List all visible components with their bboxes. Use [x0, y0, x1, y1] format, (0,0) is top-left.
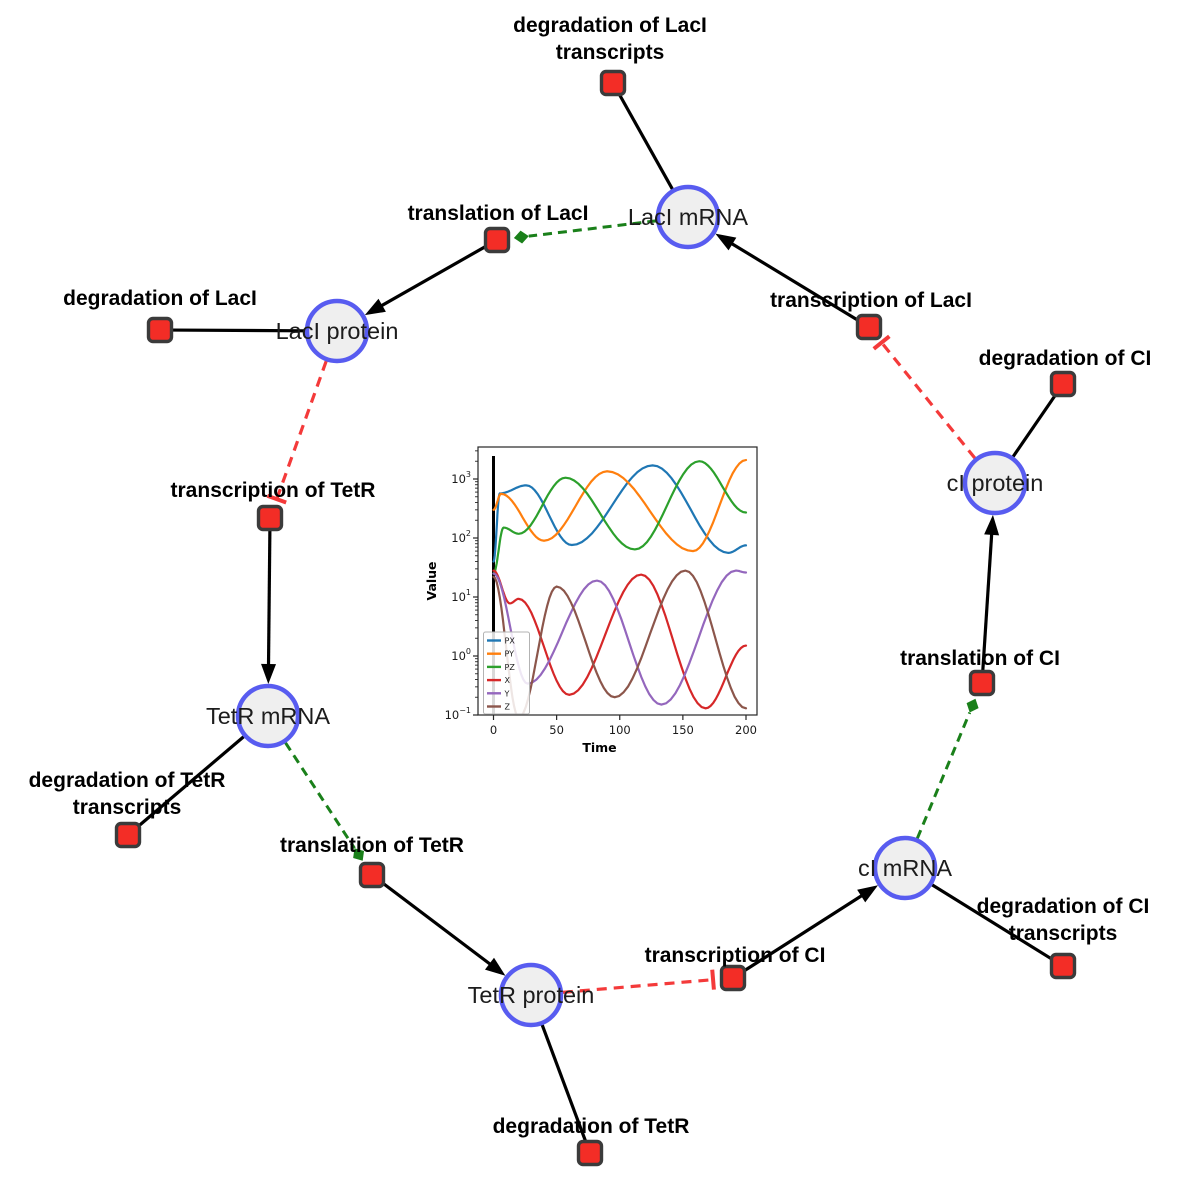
edge-ci-mrna-to-translation-ci-diamond-head: [966, 698, 979, 713]
edge-translation-ci-to-ci-protein-arrowhead: [984, 514, 1000, 536]
reaction-node-deg-laci: [146, 316, 174, 344]
reaction-node-translation-laci: [483, 226, 511, 254]
edge-transcription-tetr-to-tetr-mrna-arrowhead: [261, 663, 277, 685]
edge-transcription-laci-to-laci-mrna-arrowhead: [715, 233, 737, 251]
chart-xlabel: Time: [582, 740, 616, 755]
reaction-label-deg-ci-tx: degradation of CI transcripts: [977, 895, 1150, 945]
y-tick-label: 10−1: [445, 706, 471, 722]
chart-axes-frame: [477, 446, 758, 716]
species-label-laci-mrna: LacI mRNA: [628, 204, 748, 230]
reaction-label-translation-ci: translation of CI: [900, 647, 1060, 670]
reaction-node-translation-ci: [968, 669, 996, 697]
x-tick-label: 100: [609, 723, 631, 737]
legend-label-PX: PX: [505, 637, 516, 646]
x-tick-label: 50: [549, 723, 564, 737]
reaction-node-deg-tetr-tx: [114, 821, 142, 849]
species-labels-layer: LacI mRNA LacI protein cI protein TetR mRNA…: [206, 204, 1043, 1008]
species-label-ci-protein: cI protein: [947, 470, 1044, 496]
reaction-node-transcription-ci: [719, 964, 747, 992]
legend-label-PY: PY: [505, 650, 515, 659]
y-tick-label: 100: [451, 647, 471, 663]
edge-laci-protein-to-deg-laci: [171, 328, 306, 333]
reaction-node-deg-tetr: [576, 1139, 604, 1167]
edge-laci-mrna-to-translation-laci: [528, 219, 657, 238]
edge-translation-tetr-to-tetr-protein: [380, 880, 493, 967]
edge-tetr-protein-to-transcription-ci-tee-head: [710, 969, 716, 990]
edge-translation-tetr-to-tetr-protein-arrowhead: [484, 957, 506, 976]
species-node-laci-mrna: [655, 184, 721, 250]
edge-ci-protein-to-transcription-laci: [880, 341, 977, 460]
reaction-label-transcription-laci: transcription of LacI: [770, 289, 972, 312]
species-label-ci-mrna: cI mRNA: [858, 855, 952, 881]
edge-ci-mrna-to-translation-ci: [915, 711, 972, 840]
edge-ci-protein-to-transcription-laci-tee-head: [872, 334, 891, 351]
edge-laci-mrna-to-translation-laci-diamond-head: [513, 230, 529, 244]
edge-transcription-ci-to-ci-mrna: [742, 893, 865, 973]
reaction-node-deg-ci: [1049, 370, 1077, 398]
y-tick-label: 101: [451, 588, 471, 604]
reaction-node-deg-laci-tx: [599, 69, 627, 97]
species-label-laci-protein: LacI protein: [276, 318, 399, 344]
edge-laci-protein-to-transcription-tetr: [275, 360, 328, 500]
y-tick-label: 102: [451, 529, 471, 545]
edge-tetr-mrna-to-deg-tetr-tx: [136, 735, 245, 829]
x-tick-label: 0: [490, 723, 497, 737]
chart-series-PY: [492, 458, 748, 553]
edge-ci-mrna-to-deg-ci-tx: [931, 883, 1054, 962]
edge-laci-mrna-to-deg-laci-tx: [617, 92, 674, 190]
reaction-label-translation-laci: translation of LacI: [408, 202, 589, 225]
edge-tetr-protein-to-deg-tetr: [540, 1024, 588, 1143]
legend-label-PZ: PZ: [505, 663, 516, 672]
reaction-nodes-layer: [114, 69, 1077, 1167]
edge-tetr-mrna-to-translation-tetr-diamond-head: [353, 848, 365, 861]
legend-label-X: X: [505, 676, 511, 685]
reaction-label-deg-laci-tx: degradation of LacI transcripts: [513, 14, 707, 64]
species-node-laci-protein: [304, 298, 370, 364]
chart-series-PZ: [492, 460, 748, 575]
edge-translation-ci-to-ci-protein: [981, 531, 994, 672]
chart-series-X: [492, 569, 748, 710]
reaction-node-deg-ci-tx: [1049, 952, 1077, 980]
species-label-tetr-mrna: TetR mRNA: [206, 703, 330, 729]
legend-label-Y: Y: [504, 689, 510, 698]
edge-laci-protein-to-transcription-tetr-tee-head: [266, 493, 287, 505]
legend-label-Z: Z: [505, 703, 511, 712]
reaction-node-transcription-tetr: [256, 504, 284, 532]
edge-transcription-laci-to-laci-mrna: [729, 241, 860, 323]
reaction-label-deg-tetr-tx: degradation of TetR transcripts: [29, 769, 226, 819]
reaction-labels-layer: degradation of LacI transcripts translatio…: [29, 14, 1152, 1138]
species-node-tetr-protein: [498, 962, 564, 1028]
species-node-tetr-mrna: [235, 683, 301, 749]
x-tick-label: 150: [672, 723, 694, 737]
inset-chart: 10−1 100 101 102 103 0 50 100 150 200 Time Value PX P…: [424, 446, 758, 755]
reaction-label-transcription-tetr: transcription of TetR: [171, 479, 376, 502]
edge-transcription-tetr-to-tetr-mrna: [266, 529, 272, 668]
reaction-label-translation-tetr: translation of TetR: [280, 834, 464, 857]
edge-translation-laci-to-laci-protein-arrowhead: [364, 298, 386, 316]
edge-ci-protein-to-deg-ci: [1011, 392, 1058, 458]
reaction-node-translation-tetr: [358, 861, 386, 889]
reaction-label-deg-tetr: degradation of TetR: [493, 1115, 690, 1138]
reaction-node-transcription-laci: [855, 313, 883, 341]
reaction-label-transcription-ci: transcription of CI: [645, 944, 826, 967]
edge-tetr-protein-to-transcription-ci: [562, 978, 714, 994]
edge-translation-laci-to-laci-protein: [378, 244, 488, 309]
species-node-ci-protein: [962, 450, 1028, 516]
reaction-label-deg-laci: degradation of LacI: [63, 287, 257, 310]
reaction-label-deg-ci: degradation of CI: [979, 347, 1152, 370]
chart-ylabel: Value: [424, 561, 439, 600]
edges-layer: [136, 92, 1058, 1143]
x-tick-label: 200: [735, 723, 757, 737]
species-nodes-layer: [235, 184, 1028, 1028]
species-label-tetr-protein: TetR protein: [468, 982, 595, 1008]
species-node-ci-mrna: [872, 835, 938, 901]
y-tick-label: 103: [451, 470, 471, 486]
edge-tetr-mrna-to-translation-tetr: [284, 741, 356, 850]
edge-transcription-ci-to-ci-mrna-arrowhead: [857, 885, 879, 903]
